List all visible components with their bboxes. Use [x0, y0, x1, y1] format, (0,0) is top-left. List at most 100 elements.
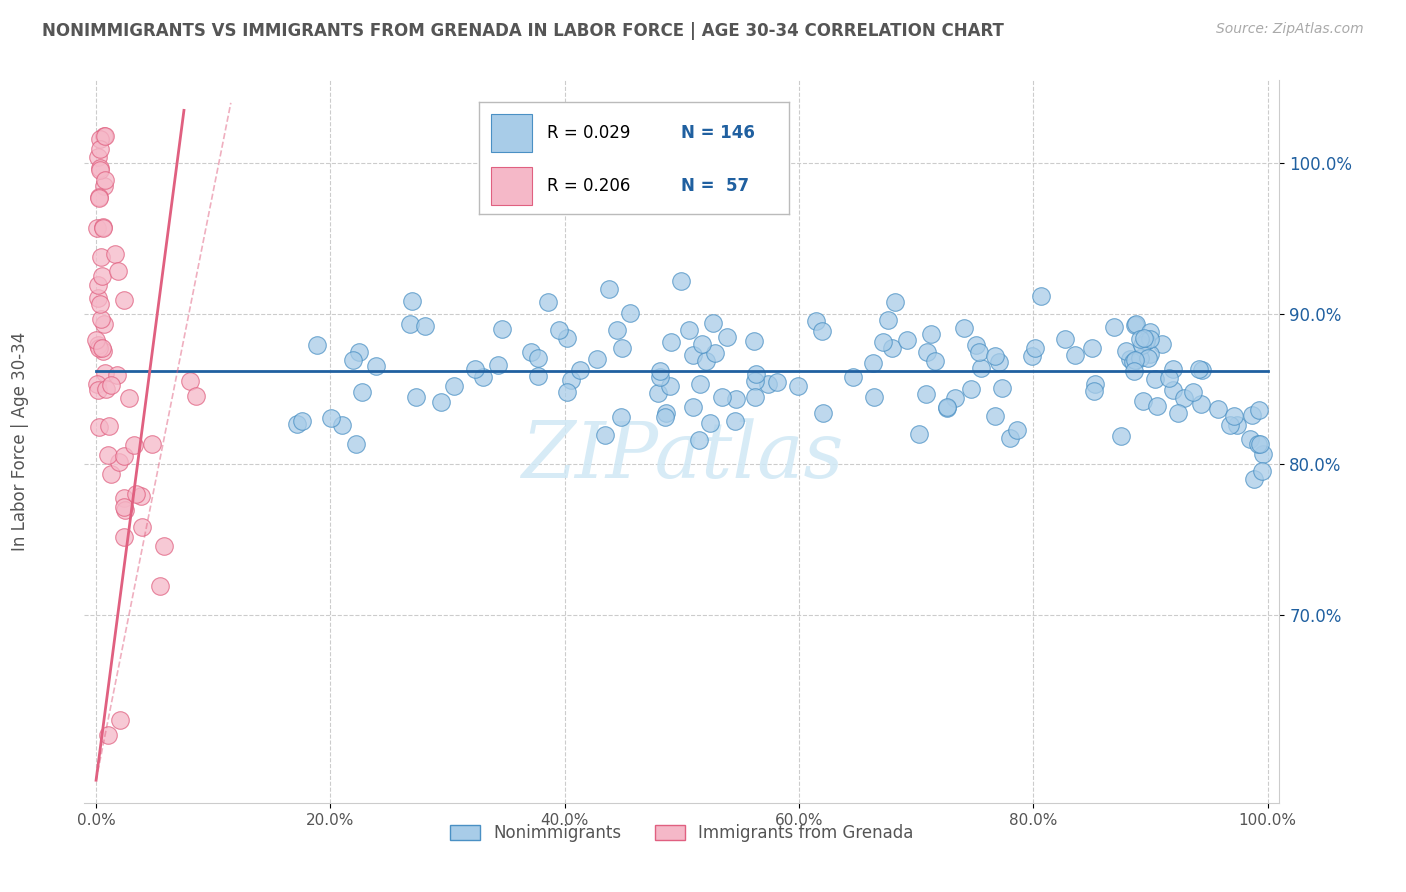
Point — [1137, 351, 1160, 365]
Point — [87, 337, 110, 351]
Point — [112, 500, 135, 515]
Point — [787, 379, 810, 393]
Point — [285, 417, 308, 431]
Point — [93, 129, 115, 144]
Point — [595, 428, 617, 442]
Point — [1219, 417, 1241, 432]
Point — [184, 389, 207, 403]
Point — [882, 341, 904, 355]
Point — [952, 321, 974, 335]
Point — [984, 349, 1007, 363]
Point — [100, 378, 122, 392]
Point — [91, 343, 114, 358]
Point — [443, 379, 465, 393]
Point — [811, 406, 834, 420]
Point — [94, 128, 117, 143]
Legend: Nonimmigrants, Immigrants from Grenada: Nonimmigrants, Immigrants from Grenada — [443, 817, 921, 848]
Point — [97, 448, 120, 462]
Point — [648, 369, 671, 384]
Point — [149, 579, 172, 593]
Point — [1129, 332, 1152, 346]
Point — [1081, 341, 1104, 355]
Point — [87, 150, 110, 164]
Point — [1021, 349, 1043, 363]
Point — [319, 410, 342, 425]
Point — [1243, 472, 1265, 486]
Point — [112, 491, 135, 506]
Point — [690, 337, 713, 351]
Point — [711, 390, 734, 404]
Point — [1123, 318, 1146, 333]
Point — [669, 274, 692, 288]
Point — [1188, 362, 1211, 376]
Point — [97, 728, 120, 742]
Point — [1146, 399, 1168, 413]
Point — [1024, 342, 1046, 356]
Point — [1133, 331, 1156, 345]
Point — [1191, 363, 1213, 377]
Point — [89, 190, 111, 204]
Point — [429, 394, 451, 409]
Text: ZIPatlas: ZIPatlas — [520, 417, 844, 494]
Point — [290, 413, 312, 427]
Point — [1139, 332, 1161, 346]
Point — [896, 333, 918, 347]
Point — [86, 377, 108, 392]
Point — [990, 381, 1012, 395]
Point — [862, 356, 884, 370]
Point — [695, 354, 717, 368]
Point — [606, 323, 628, 337]
Point — [724, 392, 747, 406]
Point — [93, 317, 115, 331]
Point — [125, 487, 148, 501]
Point — [1166, 406, 1188, 420]
Point — [654, 409, 676, 424]
Point — [1139, 347, 1161, 361]
Point — [1223, 409, 1246, 423]
Point — [965, 338, 987, 352]
Point — [87, 420, 110, 434]
Point — [841, 369, 863, 384]
Point — [1239, 432, 1261, 446]
Point — [648, 364, 671, 378]
Point — [1122, 364, 1144, 378]
Point — [112, 449, 135, 463]
Point — [84, 333, 107, 347]
Point — [758, 377, 780, 392]
Point — [87, 383, 110, 397]
Point — [91, 268, 114, 283]
Point — [1122, 354, 1144, 368]
Point — [1130, 338, 1153, 352]
Point — [100, 467, 122, 481]
Point — [86, 291, 108, 305]
Point — [96, 383, 118, 397]
Point — [1225, 418, 1247, 433]
Point — [619, 305, 641, 319]
Point — [1161, 383, 1184, 397]
Y-axis label: In Labor Force | Age 30-34: In Labor Force | Age 30-34 — [11, 332, 28, 551]
Point — [112, 293, 135, 307]
Point — [914, 387, 936, 401]
Point — [131, 520, 153, 534]
Point — [527, 369, 550, 384]
Point — [112, 530, 135, 544]
Point — [678, 323, 700, 337]
Point — [655, 406, 678, 420]
Point — [1109, 429, 1132, 443]
Point — [959, 383, 981, 397]
Point — [924, 353, 946, 368]
Point — [413, 318, 436, 333]
Point — [89, 162, 111, 177]
Point — [1150, 336, 1173, 351]
Point — [863, 390, 886, 404]
Point — [1250, 437, 1272, 451]
Point — [1241, 409, 1264, 423]
Point — [682, 348, 704, 362]
Text: NONIMMIGRANTS VS IMMIGRANTS FROM GRENADA IN LABOR FORCE | AGE 30-34 CORRELATION : NONIMMIGRANTS VS IMMIGRANTS FROM GRENADA… — [42, 22, 1004, 40]
Point — [91, 342, 114, 356]
Point — [884, 294, 907, 309]
Point — [1189, 397, 1212, 411]
Point — [659, 378, 682, 392]
Point — [307, 338, 329, 352]
Point — [344, 436, 367, 450]
